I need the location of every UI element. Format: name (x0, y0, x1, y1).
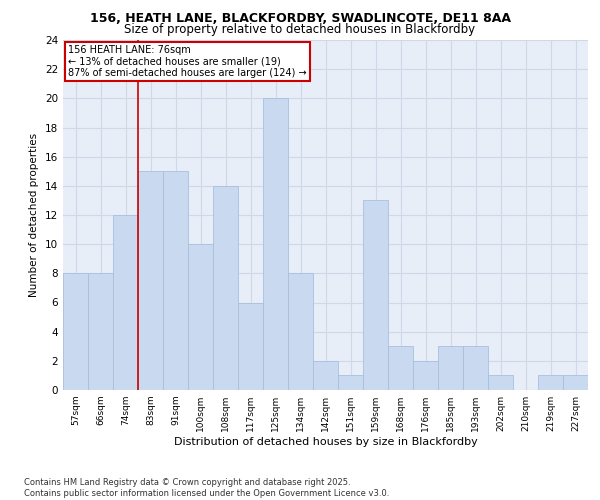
Bar (163, 172, 188, 390)
Bar (538, 376, 563, 390)
Bar (138, 172, 163, 390)
Bar (563, 376, 588, 390)
Text: Size of property relative to detached houses in Blackfordby: Size of property relative to detached ho… (124, 22, 476, 36)
X-axis label: Distribution of detached houses by size in Blackfordby: Distribution of detached houses by size … (173, 437, 478, 447)
Bar (388, 346, 413, 390)
Bar (438, 346, 463, 390)
Bar (63, 274, 88, 390)
Bar (263, 98, 288, 390)
Bar (88, 274, 113, 390)
Text: 156 HEATH LANE: 76sqm
← 13% of detached houses are smaller (19)
87% of semi-deta: 156 HEATH LANE: 76sqm ← 13% of detached … (68, 46, 307, 78)
Bar (288, 274, 313, 390)
Bar (188, 244, 213, 390)
Y-axis label: Number of detached properties: Number of detached properties (29, 133, 40, 297)
Bar (488, 376, 513, 390)
Bar (113, 215, 138, 390)
Bar (413, 361, 438, 390)
Bar (463, 346, 488, 390)
Bar (363, 200, 388, 390)
Bar (213, 186, 238, 390)
Text: Contains HM Land Registry data © Crown copyright and database right 2025.
Contai: Contains HM Land Registry data © Crown c… (24, 478, 389, 498)
Bar (313, 361, 338, 390)
Bar (238, 302, 263, 390)
Text: 156, HEATH LANE, BLACKFORDBY, SWADLINCOTE, DE11 8AA: 156, HEATH LANE, BLACKFORDBY, SWADLINCOT… (89, 12, 511, 26)
Bar (338, 376, 363, 390)
